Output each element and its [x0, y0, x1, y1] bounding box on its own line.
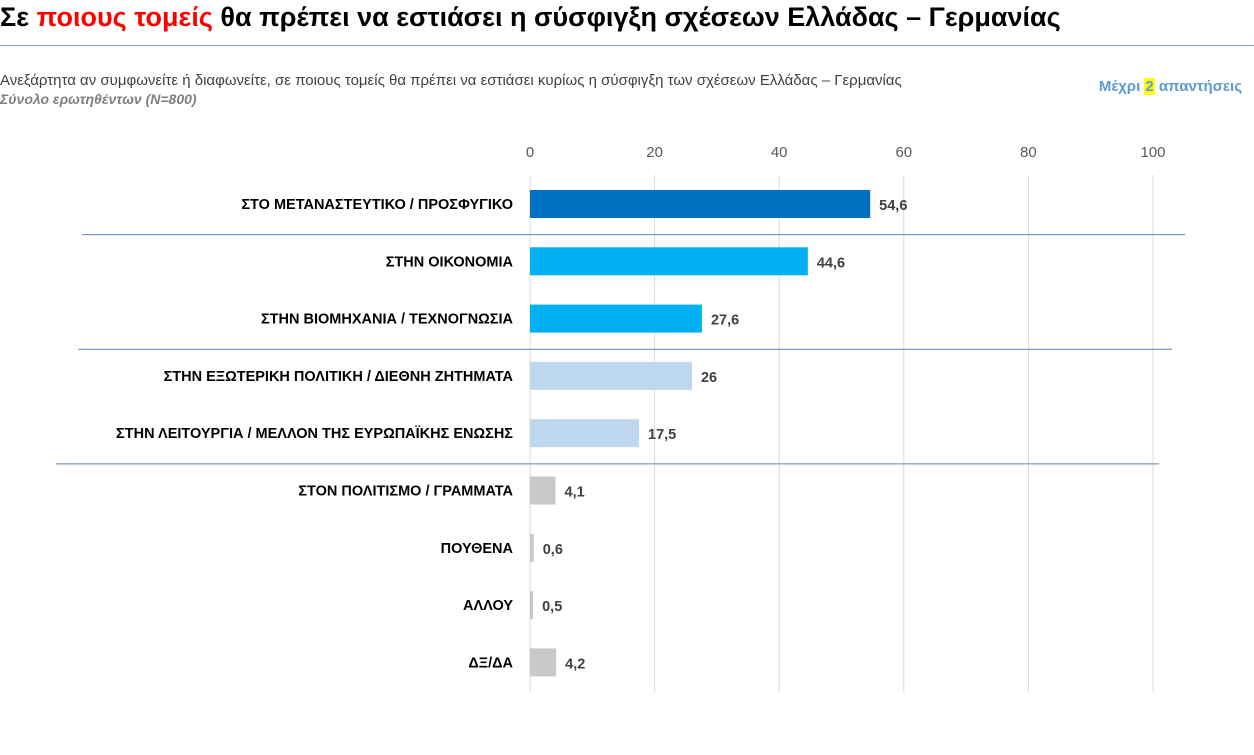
data-label: 17,5: [648, 427, 676, 443]
title-divider: [0, 45, 1254, 46]
title-prefix: Σε: [0, 2, 37, 32]
category-label: ΣΤΗΝ ΕΞΩΤΕΡΙΚΗ ΠΟΛΙΤΙΚΗ / ΔΙΕΘΝΗ ΖΗΤΗΜΑΤ…: [164, 369, 514, 385]
data-label: 27,6: [711, 313, 739, 329]
category-label: ΑΛΛΟΥ: [463, 598, 513, 614]
data-label: 44,6: [817, 255, 845, 271]
x-tick-label: 60: [895, 144, 912, 161]
x-tick-label: 0: [526, 144, 534, 161]
bar: [530, 476, 556, 505]
bar: [530, 419, 640, 448]
category-label: ΣΤΗΝ ΟΙΚΟΝΟΜΙΑ: [386, 254, 514, 270]
title-highlight: ποιους τομείς: [36, 2, 213, 32]
bar: [530, 361, 692, 390]
bar: [530, 304, 702, 333]
x-tick-label: 100: [1140, 144, 1165, 161]
answers-note: Μέχρι 2 απαντήσεις: [1099, 78, 1242, 95]
data-label: 0,5: [542, 599, 562, 615]
x-tick-label: 20: [646, 144, 663, 161]
data-label: 0,6: [543, 542, 563, 558]
x-tick-label: 40: [771, 144, 788, 161]
answers-prefix: Μέχρι: [1098, 78, 1145, 95]
category-label: ΣΤΗΝ ΛΕΙΤΟΥΡΓΙΑ / ΜΕΛΛΟΝ ΤΗΣ ΕΥΡΩΠΑΪΚΗΣ …: [116, 425, 513, 442]
category-label: ΠΟΥΘΕΝΑ: [441, 541, 514, 557]
bar: [530, 648, 557, 677]
base-text: Σύνολο ερωτηθέντων (Ν=800): [0, 91, 197, 107]
category-label: ΔΞ/ΔΑ: [468, 655, 513, 671]
answers-number: 2: [1144, 78, 1155, 95]
category-label: ΣΤΟΝ ΠΟΛΙΤΙΣΜΟ / ΓΡΑΜΜΑΤΑ: [298, 484, 513, 500]
bar: [530, 190, 871, 218]
data-label: 54,6: [879, 198, 907, 214]
data-label: 4,1: [565, 485, 585, 501]
data-label: 4,2: [565, 656, 585, 672]
page-title: Σε ποιους τομείς θα πρέπει να εστιάσει η…: [0, 0, 1061, 36]
data-label: 26: [701, 370, 717, 386]
category-label: ΣΤΟ ΜΕΤΑΝΑΣΤΕΥΤΙΚΟ / ΠΡΟΣΦΥΓΙΚΟ: [241, 197, 513, 213]
bar: [530, 533, 534, 562]
question-text: Ανεξάρτητα αν συμφωνείτε ή διαφωνείτε, σ…: [0, 72, 902, 89]
answers-suffix: απαντήσεις: [1154, 78, 1242, 95]
bar: [530, 591, 534, 620]
title-suffix: θα πρέπει να εστιάσει η σύσφιγξη σχέσεων…: [212, 2, 1061, 32]
bar: [530, 247, 808, 276]
x-tick-label: 80: [1020, 144, 1037, 161]
category-label: ΣΤΗΝ ΒΙΟΜΗΧΑΝΙΑ / ΤΕΧΝΟΓΝΩΣΙΑ: [261, 312, 514, 328]
